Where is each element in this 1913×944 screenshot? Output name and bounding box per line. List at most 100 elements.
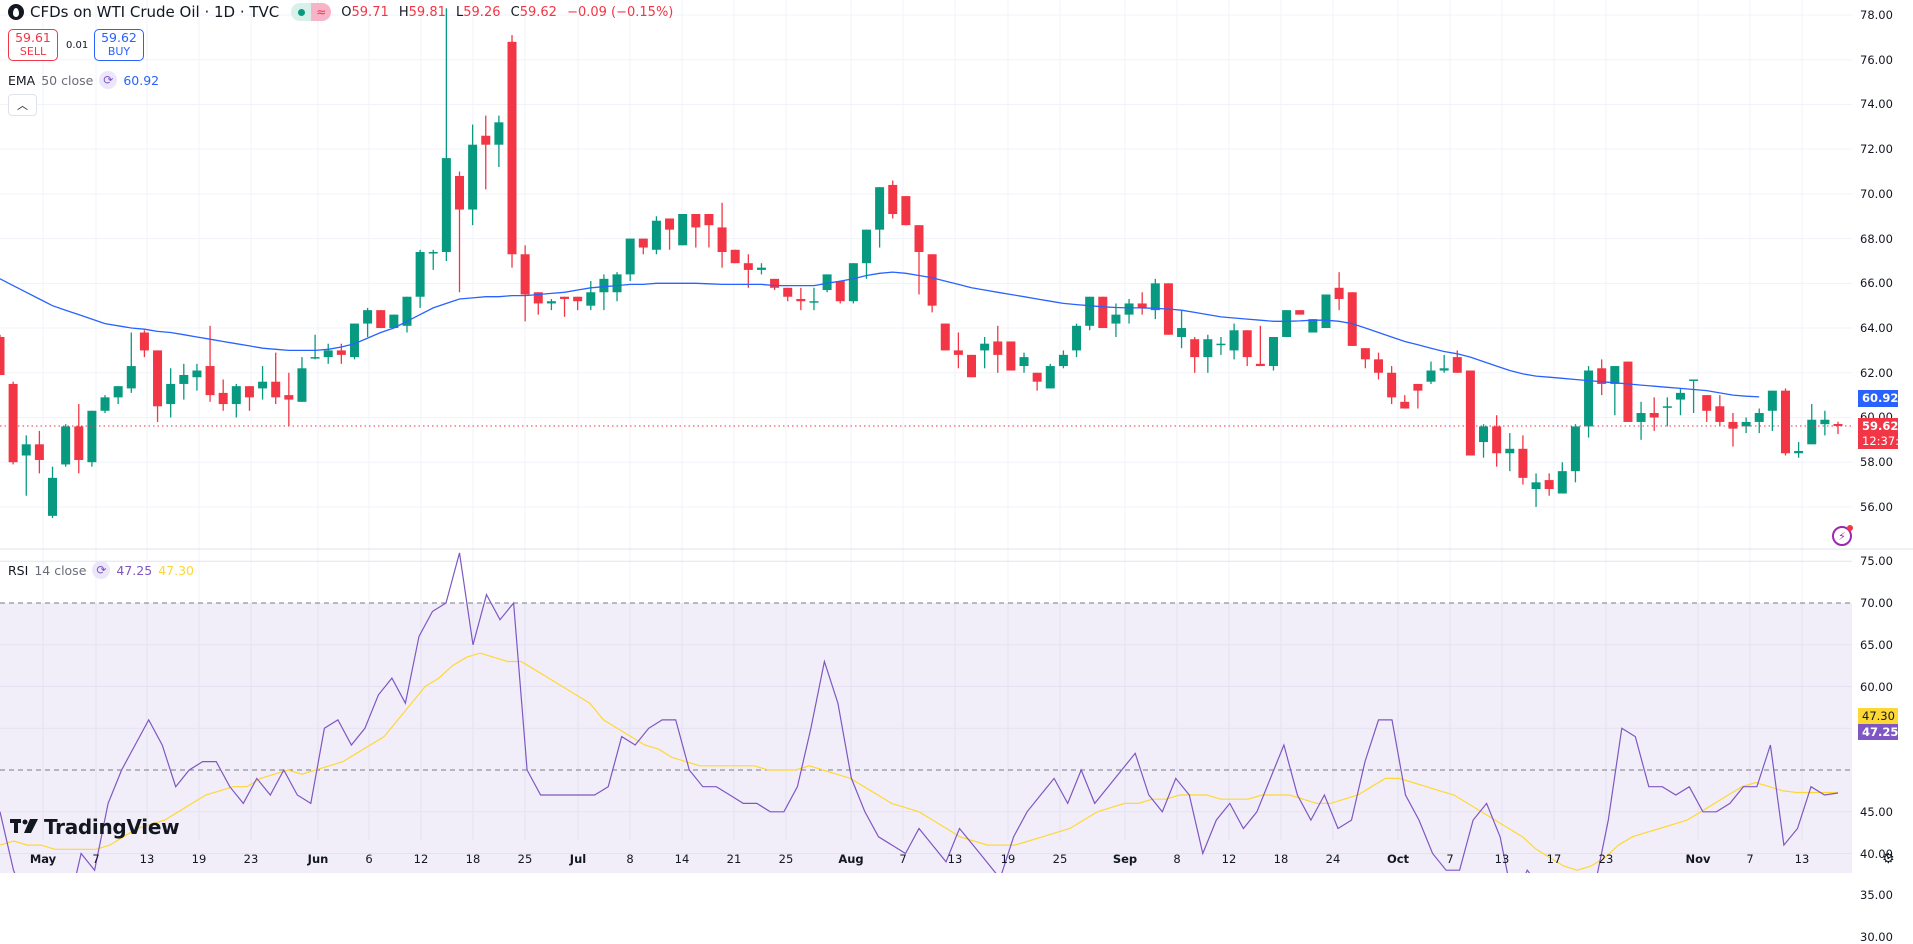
- tradingview-mark-icon: [10, 819, 38, 835]
- time-tick: 19: [191, 852, 207, 866]
- spread-value: 0.01: [66, 39, 89, 51]
- time-tick: 6: [365, 852, 373, 866]
- symbol-legend: CFDs on WTI Crude Oil · 1D · TVC ≈ O59.7…: [8, 3, 673, 21]
- time-tick: 18: [465, 852, 481, 866]
- sell-button[interactable]: 59.61 SELL: [8, 29, 58, 61]
- time-tick: 7: [899, 852, 907, 866]
- market-open-dot-icon: [291, 3, 312, 21]
- rsi-legend[interactable]: RSI 14 close ⟳ 47.25 47.30: [8, 561, 194, 579]
- time-tick: 8: [1173, 852, 1181, 866]
- time-tick: 23: [1598, 852, 1614, 866]
- settings-gear-icon[interactable]: ⚙: [1882, 851, 1895, 867]
- open-label: O: [341, 4, 352, 20]
- time-tick: 18: [1273, 852, 1289, 866]
- time-tick: 25: [1052, 852, 1068, 866]
- time-tick: Jun: [307, 852, 329, 866]
- market-status[interactable]: ≈: [291, 3, 332, 21]
- open-value: 59.71: [351, 4, 389, 20]
- time-tick: 14: [674, 852, 690, 866]
- ohlc-values: O59.71 H59.81 L59.26 C59.62 −0.09 (−0.15…: [341, 5, 673, 20]
- time-tick: Oct: [1386, 852, 1410, 866]
- rsi-tag: 47.25: [1858, 724, 1898, 740]
- collapse-legend-button[interactable]: ︿: [8, 94, 37, 116]
- delayed-data-icon: ≈: [311, 3, 332, 21]
- price-tick: 66.00: [1860, 276, 1893, 291]
- rsi-tick: 45.00: [1860, 804, 1893, 819]
- sell-label: SELL: [19, 45, 47, 58]
- time-tick: 19: [1000, 852, 1016, 866]
- time-tick: 13: [947, 852, 963, 866]
- rsi-tick: 60.00: [1860, 679, 1893, 694]
- time-tick: 21: [726, 852, 742, 866]
- last-price-tag: 59.62 12:37:22: [1858, 418, 1913, 449]
- time-tick: Nov: [1685, 852, 1711, 866]
- time-tick: 13: [139, 852, 155, 866]
- last-price: 59.62: [1862, 419, 1899, 433]
- time-tick: Aug: [838, 852, 864, 866]
- lightning-icon[interactable]: ⚡: [1832, 525, 1853, 546]
- time-tick: May: [29, 852, 57, 866]
- time-tick: 7: [1446, 852, 1454, 866]
- price-tick: 58.00: [1860, 455, 1893, 470]
- close-label: C: [510, 4, 520, 20]
- chevron-up-icon: ︿: [17, 99, 28, 112]
- rsi-name: RSI: [8, 562, 29, 578]
- high-value: 59.81: [408, 4, 446, 20]
- trade-panel: 59.61 SELL 0.01 59.62 BUY: [8, 29, 144, 61]
- tradingview-logo: TradingView: [10, 815, 180, 839]
- buy-price: 59.62: [101, 30, 137, 45]
- rsi-tick: 40.00: [1860, 846, 1893, 861]
- time-tick: 25: [517, 852, 533, 866]
- time-tick: 25: [778, 852, 794, 866]
- time-tick: 12: [413, 852, 429, 866]
- oil-drop-icon: [8, 4, 24, 20]
- rsi-ma-value: 47.30: [158, 562, 194, 578]
- time-tick: 23: [243, 852, 259, 866]
- time-tick: 24: [1325, 852, 1341, 866]
- time-tick: 7: [1746, 852, 1754, 866]
- time-tick: 7: [92, 852, 100, 866]
- low-value: 59.26: [463, 4, 501, 20]
- rsi-tick: 35.00: [1860, 888, 1893, 903]
- ema-value: 60.92: [123, 72, 160, 88]
- price-tick: 68.00: [1860, 231, 1893, 246]
- watermark-text: TradingView: [44, 815, 180, 839]
- ema-name: EMA: [8, 72, 36, 88]
- price-tick: 70.00: [1860, 186, 1893, 201]
- ema-legend[interactable]: EMA 50 close ⟳ 60.92: [8, 71, 159, 89]
- price-tick: 74.00: [1860, 97, 1893, 112]
- time-tick: 12: [1221, 852, 1237, 866]
- high-label: H: [398, 4, 409, 20]
- buy-label: BUY: [107, 45, 131, 58]
- time-tick: Jul: [569, 852, 587, 866]
- time-tick: 17: [1546, 852, 1562, 866]
- rsi-value: 47.25: [116, 562, 153, 578]
- rsi-params: 14 close: [34, 562, 87, 578]
- price-tick: 76.00: [1860, 52, 1893, 67]
- price-tick: 78.00: [1860, 8, 1893, 22]
- price-tick: 72.00: [1860, 142, 1893, 157]
- buy-button[interactable]: 59.62 BUY: [94, 29, 144, 61]
- bar-countdown: 12:37:22: [1862, 434, 1913, 448]
- rsi-tick: 70.00: [1860, 596, 1893, 610]
- time-tick: 13: [1494, 852, 1510, 866]
- change-value: −0.09 (−0.15%): [567, 4, 674, 20]
- time-tick: Sep: [1112, 852, 1138, 866]
- ema-params: 50 close: [41, 72, 94, 88]
- refresh-icon[interactable]: ⟳: [99, 71, 118, 89]
- rsi-tick: 30.00: [1860, 930, 1893, 944]
- refresh-icon[interactable]: ⟳: [92, 561, 111, 579]
- ema-line: [0, 271, 1760, 398]
- low-label: L: [456, 4, 464, 20]
- price-tick: 56.00: [1860, 499, 1893, 514]
- ema-price-tag: 60.92: [1858, 390, 1898, 407]
- price-tick: 62.00: [1860, 365, 1893, 380]
- symbol-title[interactable]: CFDs on WTI Crude Oil · 1D · TVC: [30, 3, 280, 21]
- time-tick: 13: [1794, 852, 1810, 866]
- rsi-band: [0, 603, 1852, 873]
- rsi-tick: 75.00: [1860, 554, 1893, 569]
- chart-canvas[interactable]: [0, 0, 1913, 873]
- time-tick: 8: [626, 852, 634, 866]
- rsi-tick: 65.00: [1860, 637, 1893, 652]
- close-value: 59.62: [519, 4, 557, 20]
